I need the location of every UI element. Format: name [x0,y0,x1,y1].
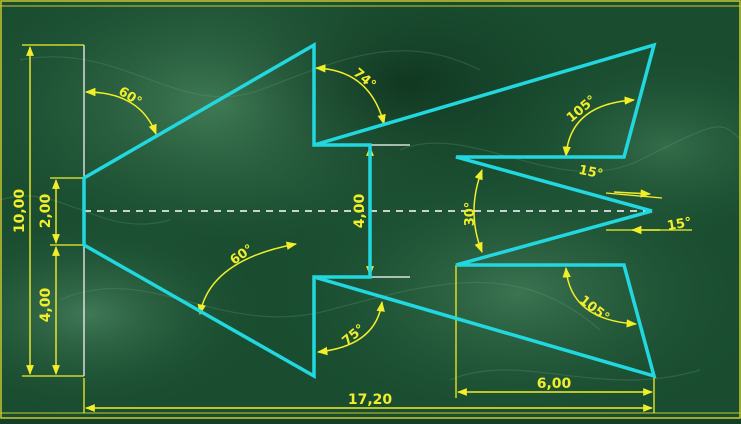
arrowhead-shape [82,41,372,380]
angle-arcs [84,64,660,356]
gap-height-label: 4,00 [352,193,368,228]
upper-tail-tip-arc [613,189,652,198]
nose-height-label: 2,00 [38,193,54,228]
nose-lower-arc [197,241,298,316]
upper-tail-tip-angle-label: 15° [577,163,604,183]
lower-tail-tip-angle-label: 15° [666,215,693,234]
upper-fin-shape [313,42,657,213]
lower-notch-arc [316,300,385,356]
tail-vee-arc [473,169,483,253]
nose-upper-arc [84,87,157,135]
lower-fin-shape [313,209,657,379]
arrow-outline [82,41,657,380]
lower-fin-arc [562,266,638,328]
overall-length-label: 17,20 [348,392,393,408]
tail-length-label: 6,00 [537,376,572,392]
lower-offset-label: 4,00 [38,287,54,322]
upper-fin-arc [562,96,636,158]
tail-vee-angle-label: 30° [463,202,478,227]
upper-notch-arc [314,64,386,126]
overall-height-label: 10,00 [12,189,28,234]
